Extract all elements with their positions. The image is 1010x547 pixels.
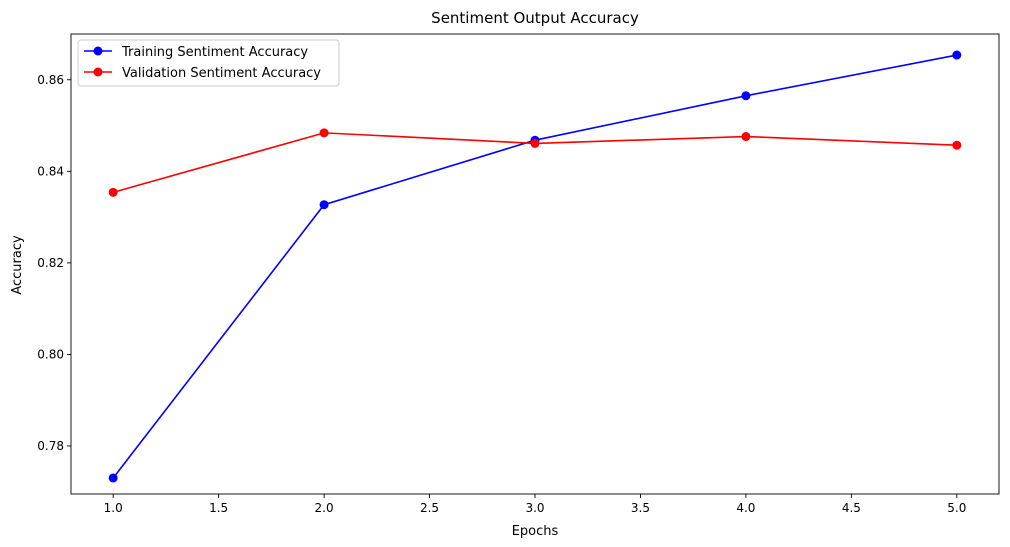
series-line-1 — [112, 54, 957, 479]
legend-label-1: Training Sentiment Accuracy — [121, 45, 308, 60]
x-tick-label: 5.0 — [947, 501, 966, 515]
x-tick-label: 3.0 — [525, 501, 544, 515]
y-tick-label: 0.86 — [37, 73, 64, 87]
series-1-point — [108, 473, 118, 483]
series-2-point — [530, 138, 540, 148]
x-tick-label: 4.0 — [736, 501, 755, 515]
plot-frame — [70, 33, 1000, 495]
x-tick-label: 1.0 — [104, 501, 123, 515]
y-tick-label: 0.78 — [37, 439, 64, 453]
x-tick-label: 2.5 — [420, 501, 439, 515]
series-2-point — [319, 128, 329, 138]
x-tick-label: 1.5 — [209, 501, 228, 515]
series-1-point — [741, 91, 751, 101]
legend-label-2: Validation Sentiment Accuracy — [122, 66, 321, 81]
y-tick-label: 0.82 — [37, 256, 64, 270]
legend-marker-2 — [93, 67, 103, 77]
legend: Training Sentiment Accuracy Validation Se… — [77, 39, 340, 87]
legend-marker-1 — [93, 46, 103, 56]
y-tick-label: 0.84 — [37, 164, 64, 178]
series-1-point — [952, 50, 962, 60]
y-axis-label: Accuracy — [10, 235, 25, 295]
x-axis-label: Epochs — [512, 524, 559, 539]
x-tick-label: 2.0 — [315, 501, 334, 515]
chart-title: Sentiment Output Accuracy — [431, 9, 639, 27]
series-2-point — [108, 187, 118, 197]
legend-box — [77, 39, 340, 87]
y-tick-label: 0.80 — [37, 347, 64, 361]
x-tick-label: 4.5 — [842, 501, 861, 515]
x-tick-label: 3.5 — [631, 501, 650, 515]
series-1-point — [319, 200, 329, 210]
series-2-point — [741, 132, 751, 142]
plot-area: 1.0 1.5 2.0 2.5 3.0 3.5 4.0 4.5 5.0 0.78 0.80 0.82 0… — [37, 33, 1000, 515]
series-2-point — [952, 140, 962, 150]
